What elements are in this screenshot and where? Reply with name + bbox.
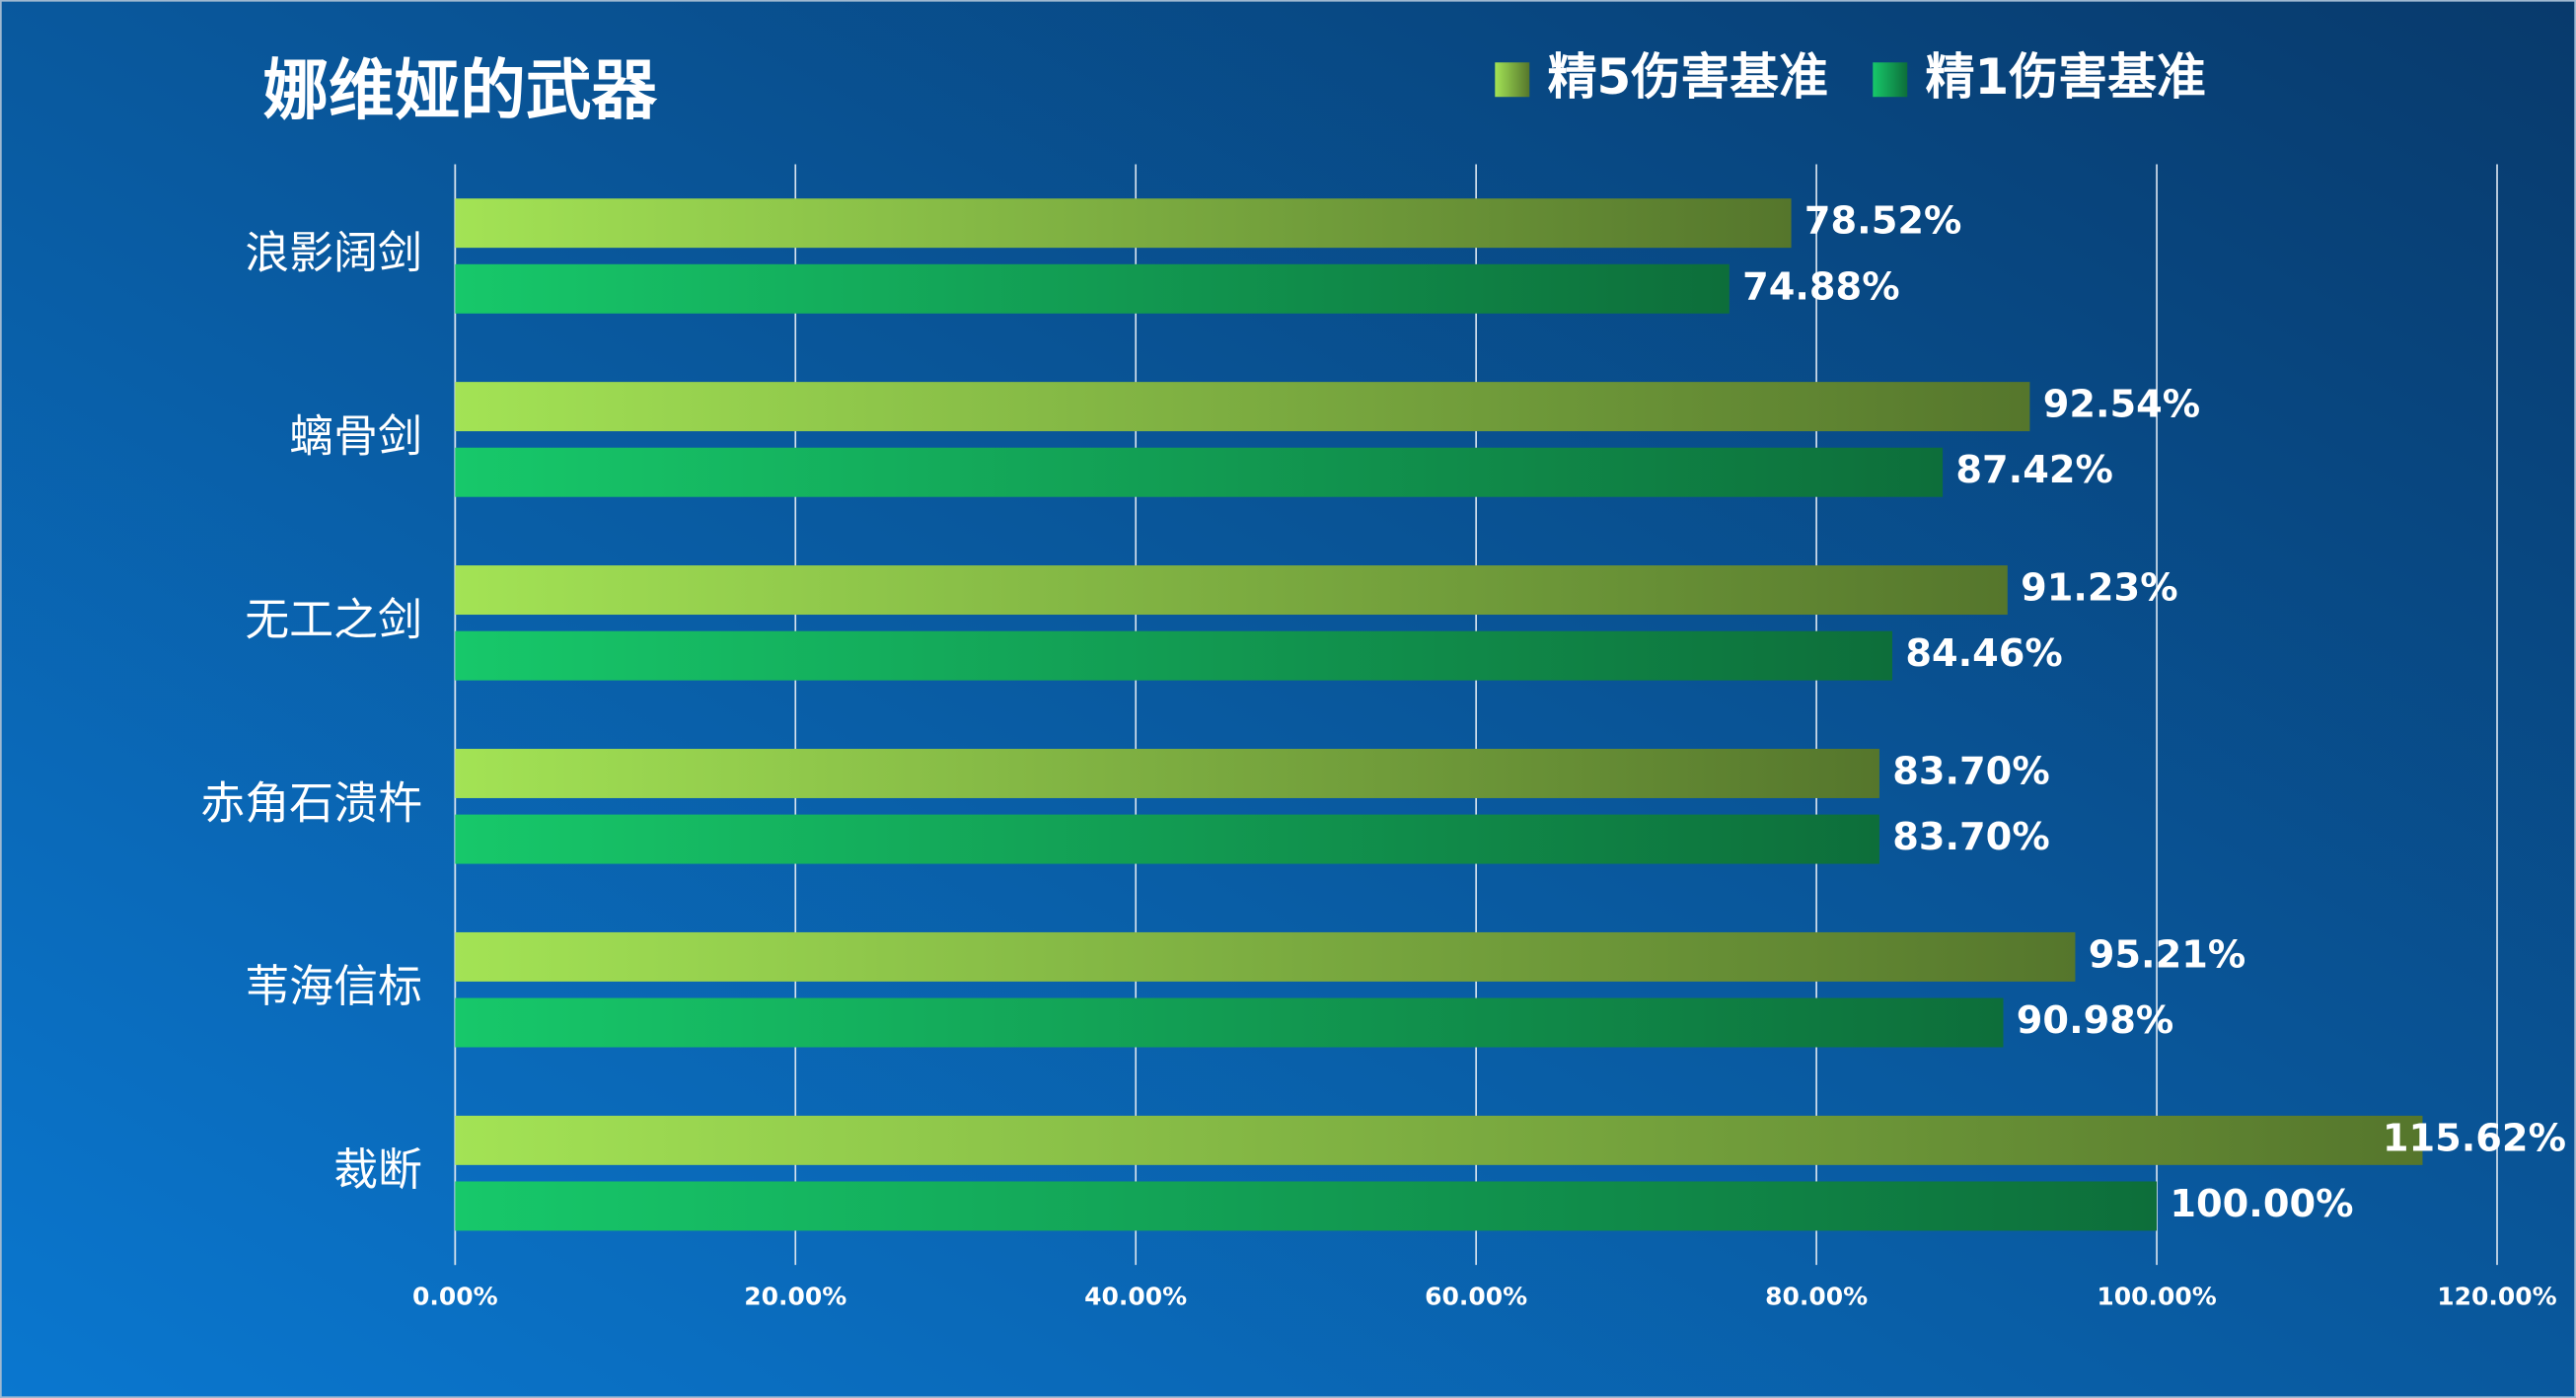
bar bbox=[455, 931, 2076, 982]
bar bbox=[455, 630, 1893, 681]
x-tick-label: 100.00% bbox=[2097, 1282, 2216, 1310]
bar bbox=[455, 263, 1730, 314]
value-label: 90.98% bbox=[2017, 998, 2173, 1043]
value-label: 83.70% bbox=[1892, 815, 2049, 859]
chart-title: 娜维娅的武器 bbox=[262, 52, 657, 129]
bar bbox=[455, 997, 2004, 1048]
value-label: 74.88% bbox=[1742, 264, 1899, 309]
value-label: 95.21% bbox=[2089, 932, 2245, 977]
x-tick-label: 0.00% bbox=[412, 1282, 498, 1310]
bar bbox=[455, 565, 2008, 616]
value-label: 84.46% bbox=[1905, 631, 2062, 676]
legend-swatch bbox=[1495, 62, 1530, 98]
value-label: 115.62% bbox=[2383, 1116, 2566, 1160]
legend-label: 精5伤害基准 bbox=[1548, 48, 1828, 106]
category-label: 螭骨剑 bbox=[289, 409, 422, 462]
legend-swatch bbox=[1873, 62, 1908, 98]
value-label: 87.42% bbox=[1955, 448, 2112, 492]
category-label: 无工之剑 bbox=[245, 593, 422, 645]
x-tick-label: 80.00% bbox=[1765, 1282, 1868, 1310]
value-label: 100.00% bbox=[2170, 1182, 2353, 1226]
bar bbox=[455, 814, 1879, 864]
category-label: 赤角石溃杵 bbox=[200, 776, 422, 829]
x-tick-label: 60.00% bbox=[1425, 1282, 1527, 1310]
bar bbox=[455, 1115, 2423, 1165]
bar bbox=[455, 447, 1944, 497]
x-tick-label: 20.00% bbox=[744, 1282, 846, 1310]
value-label: 78.52% bbox=[1804, 199, 1961, 244]
value-label: 83.70% bbox=[1892, 749, 2049, 793]
category-label: 裁断 bbox=[333, 1143, 422, 1196]
legend-label: 精1伤害基准 bbox=[1926, 48, 2206, 106]
bar bbox=[455, 1181, 2158, 1231]
value-label: 92.54% bbox=[2043, 383, 2200, 427]
category-label: 浪影阔剑 bbox=[245, 226, 422, 278]
x-tick-label: 40.00% bbox=[1084, 1282, 1187, 1310]
bar bbox=[455, 198, 1792, 249]
x-tick-label: 120.00% bbox=[2437, 1282, 2556, 1310]
bar bbox=[455, 382, 2030, 432]
bar bbox=[455, 749, 1879, 798]
category-label: 苇海信标 bbox=[245, 960, 422, 1012]
value-label: 91.23% bbox=[2021, 566, 2177, 611]
